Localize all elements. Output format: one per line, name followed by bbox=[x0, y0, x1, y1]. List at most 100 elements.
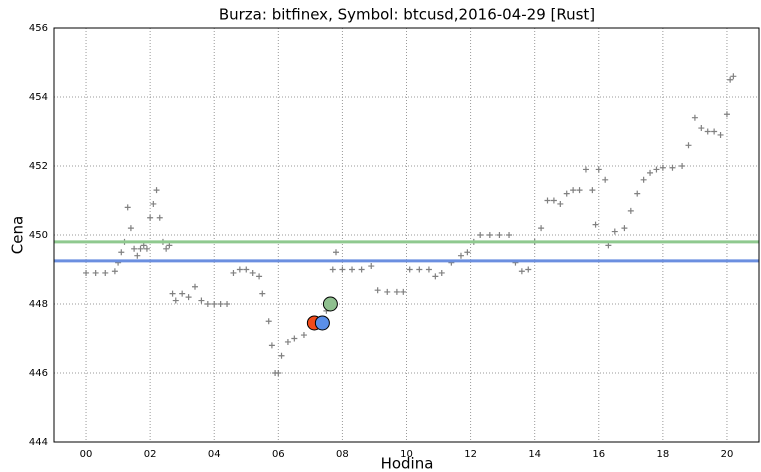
point bbox=[727, 76, 734, 83]
point bbox=[268, 342, 275, 349]
point bbox=[339, 266, 346, 273]
point bbox=[249, 269, 256, 276]
point bbox=[284, 338, 291, 345]
point bbox=[416, 266, 423, 273]
point bbox=[131, 245, 138, 252]
point bbox=[627, 207, 634, 214]
point bbox=[300, 332, 307, 339]
y-tick-label: 450 bbox=[29, 230, 48, 241]
point bbox=[589, 187, 596, 194]
point bbox=[127, 225, 134, 232]
point bbox=[236, 266, 243, 273]
point bbox=[647, 169, 654, 176]
x-tick-label: 14 bbox=[528, 449, 541, 460]
point bbox=[592, 221, 599, 228]
x-tick-label: 20 bbox=[721, 449, 734, 460]
point bbox=[518, 268, 525, 275]
point bbox=[147, 214, 154, 221]
point bbox=[544, 197, 551, 204]
point bbox=[179, 290, 186, 297]
point bbox=[163, 245, 170, 252]
point bbox=[669, 164, 676, 171]
x-tick-label: 18 bbox=[656, 449, 669, 460]
point bbox=[118, 249, 125, 256]
point bbox=[679, 163, 686, 169]
point bbox=[278, 352, 285, 359]
point bbox=[124, 204, 131, 211]
point bbox=[525, 266, 532, 273]
y-tick-label: 456 bbox=[29, 23, 48, 34]
point bbox=[198, 297, 205, 304]
chart-title: Burza: bitfinex, Symbol: btcusd,2016-04-… bbox=[219, 6, 595, 24]
point bbox=[349, 266, 356, 273]
point bbox=[256, 273, 263, 280]
point bbox=[557, 200, 564, 207]
point bbox=[550, 197, 557, 204]
point bbox=[211, 301, 218, 307]
point bbox=[582, 166, 589, 173]
point bbox=[563, 190, 570, 197]
x-tick-label: 16 bbox=[592, 449, 605, 460]
point bbox=[496, 232, 503, 238]
point bbox=[134, 252, 141, 259]
point bbox=[230, 269, 237, 276]
point bbox=[192, 283, 198, 290]
point bbox=[291, 335, 298, 342]
point bbox=[374, 287, 381, 294]
point bbox=[425, 266, 432, 273]
point bbox=[704, 128, 711, 135]
x-axis-label: Hodina bbox=[381, 455, 434, 472]
point bbox=[711, 128, 718, 135]
y-tick-label: 446 bbox=[29, 368, 48, 379]
point bbox=[432, 273, 439, 280]
point bbox=[717, 131, 724, 138]
marker bbox=[314, 315, 330, 331]
point bbox=[224, 301, 231, 307]
point bbox=[275, 370, 282, 376]
point bbox=[217, 301, 224, 307]
point bbox=[368, 263, 375, 270]
point bbox=[438, 269, 445, 276]
point bbox=[730, 73, 737, 80]
point bbox=[634, 190, 641, 197]
point bbox=[640, 176, 647, 183]
x-tick-label: 12 bbox=[464, 449, 477, 460]
point bbox=[464, 249, 471, 256]
point bbox=[506, 232, 513, 238]
point bbox=[393, 288, 400, 295]
point bbox=[329, 266, 336, 273]
x-tick-label: 04 bbox=[208, 449, 221, 460]
point bbox=[611, 228, 618, 235]
point bbox=[486, 232, 493, 238]
point bbox=[204, 301, 211, 307]
point bbox=[576, 187, 583, 194]
point bbox=[358, 266, 365, 273]
point bbox=[259, 290, 266, 297]
point bbox=[570, 187, 577, 194]
point bbox=[333, 249, 339, 256]
point bbox=[150, 200, 157, 207]
x-tick-label: 00 bbox=[80, 449, 93, 460]
point bbox=[384, 288, 391, 295]
point bbox=[156, 214, 163, 221]
plot-frame bbox=[53, 27, 760, 443]
y-axis-label: Cena bbox=[9, 216, 27, 254]
x-tick-label: 06 bbox=[272, 449, 285, 460]
point bbox=[477, 232, 484, 238]
point bbox=[143, 245, 150, 252]
point bbox=[169, 290, 176, 297]
x-tick-label: 08 bbox=[336, 449, 349, 460]
y-tick-label: 454 bbox=[29, 92, 48, 103]
point bbox=[621, 225, 628, 232]
point bbox=[243, 266, 250, 273]
point bbox=[102, 269, 109, 276]
point bbox=[723, 111, 730, 118]
point bbox=[659, 164, 666, 171]
point bbox=[685, 142, 692, 149]
marker bbox=[322, 296, 338, 312]
point bbox=[153, 187, 160, 194]
point bbox=[595, 166, 602, 173]
x-tick-label: 10 bbox=[400, 449, 413, 460]
point bbox=[172, 297, 179, 304]
